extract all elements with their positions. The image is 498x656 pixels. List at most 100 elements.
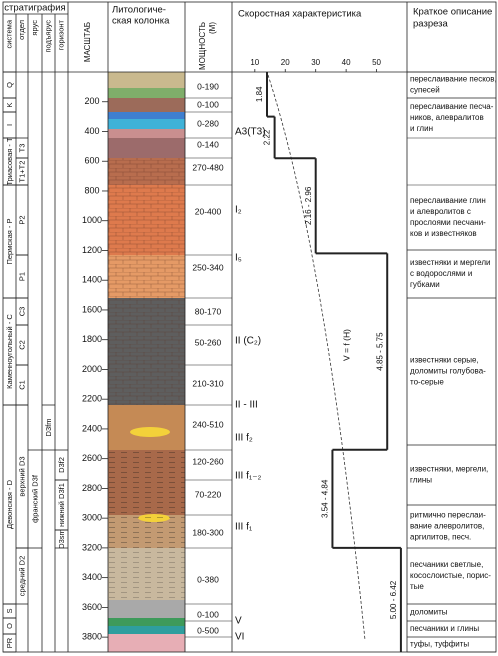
strat-stage: франский D3f — [30, 474, 39, 523]
thickness-label: 210-310 — [192, 378, 223, 388]
description-text: переслаивание песча- — [410, 102, 494, 111]
strat-series: P2 — [17, 215, 26, 224]
lithology-column — [108, 72, 185, 652]
thickness-label: 0-280 — [197, 118, 219, 128]
horizon-label: II (C₂) — [235, 336, 261, 347]
description-text: глины — [410, 476, 432, 485]
depth-tick-label: 1800 — [82, 334, 102, 344]
description-text: переслаивание глин — [410, 196, 486, 205]
thickness-label: 80-170 — [195, 306, 222, 316]
strat-system: Пермская - Р — [5, 219, 14, 265]
thickness-label: 0-100 — [197, 609, 219, 619]
header-system: система — [4, 19, 13, 48]
header-series: отдел — [17, 20, 26, 40]
header-lithology: ская колонка — [112, 16, 170, 27]
thickness-label: 0-190 — [197, 81, 219, 91]
description-text: доломиты голубова- — [410, 367, 486, 376]
header-thickness: МОЩНОСТЬ — [198, 22, 207, 70]
header-description: Краткое описание — [413, 7, 492, 18]
velocity-tick-label: 30 — [311, 58, 320, 67]
velocity-tick-label: 20 — [281, 58, 290, 67]
thickness-label: 180-300 — [192, 527, 223, 537]
velocity-range-label: 3.54 - 4.84 — [321, 479, 330, 518]
depth-tick-label: 1200 — [82, 245, 102, 255]
depth-tick-label: 2000 — [82, 364, 102, 374]
depth-tick-label: 2800 — [82, 483, 102, 493]
depth-tick-label: 800 — [84, 185, 99, 195]
strat-series: C2 — [17, 340, 26, 350]
horizon-label: II - III — [235, 400, 258, 411]
strat-series: C3 — [17, 307, 26, 317]
header-substage: подъярус — [43, 20, 52, 53]
thickness-label: 50-260 — [195, 337, 222, 347]
description-text: известняки и мергели — [410, 258, 491, 267]
description-text: прослоями песчани- — [410, 218, 486, 227]
header-lithology: Литологиче- — [112, 5, 166, 16]
thickness-label: 20-400 — [195, 206, 222, 216]
description-text: песчаники светлые, — [410, 560, 483, 569]
velocity-range-label: 2.16 - 2.96 — [304, 186, 313, 225]
strat-series: средний D2 — [17, 556, 26, 597]
horizon-label: I₂ — [235, 205, 242, 216]
thickness-label: 250-340 — [192, 262, 223, 272]
strat-series: T3 — [17, 144, 26, 153]
depth-tick-label: 200 — [84, 96, 99, 106]
depth-tick-label: 3400 — [82, 572, 102, 582]
depth-tick-label: 1000 — [82, 215, 102, 225]
horizon-label: III f₂ — [235, 433, 253, 444]
strat-system: S — [5, 608, 14, 613]
depth-tick-label: 3000 — [82, 513, 102, 523]
strat-system: Каменноугольный - С — [5, 314, 14, 389]
velocity-range-label: 1.84 — [255, 86, 264, 102]
strat-system: Q — [5, 82, 14, 88]
description-text: губками — [410, 280, 440, 289]
header-velocity: Скоростная характеристика — [238, 9, 362, 20]
horizon-label: V — [235, 616, 242, 627]
description-text: доломиты — [410, 608, 448, 617]
strat-system: Триасовая - Т — [5, 137, 14, 185]
strat-system: PR — [5, 637, 14, 648]
strat-horizon: D3sm — [57, 529, 66, 549]
horizon-label: I₅ — [235, 253, 242, 264]
velocity-curve-label: V = f (H) — [341, 329, 351, 361]
horizon-label: III f₁ — [235, 522, 253, 533]
velocity-range-label: 2.22 — [263, 129, 272, 145]
description-text: то-серые — [410, 378, 444, 387]
strat-horizon: нижний D3f1 — [57, 483, 66, 527]
depth-tick-label: 400 — [84, 126, 99, 136]
description-text: ков и известняков — [410, 229, 477, 238]
depth-tick-label: 3800 — [82, 632, 102, 642]
horizon-label: А3(Т3) — [235, 127, 266, 138]
thickness-label: 0-100 — [197, 99, 219, 109]
strat-system: O — [5, 623, 14, 629]
header-scale: МАСШТАБ — [83, 22, 92, 62]
strat-system: Девонская - D — [5, 479, 14, 529]
description-text: ников, алевралитов — [410, 113, 484, 122]
strat-series: верхний D3 — [17, 456, 26, 496]
header-horizon: горизонт — [56, 19, 65, 50]
description-text: и алевролитов с — [410, 207, 471, 216]
strat-horizon: D3f2 — [57, 457, 66, 473]
depth-tick-label: 1400 — [82, 275, 102, 285]
depth-tick-label: 600 — [84, 156, 99, 166]
horizon-label: VI — [235, 632, 244, 643]
v-curve — [267, 74, 366, 641]
description-text: ритмично переслаи- — [410, 511, 486, 520]
depth-tick-label: 3200 — [82, 542, 102, 552]
description-text: песчаники и глины — [410, 624, 479, 633]
strat-system: I — [5, 124, 14, 126]
horizon-label: III f₁₋₂ — [235, 471, 262, 482]
depth-tick-label: 1600 — [82, 304, 102, 314]
velocity-range-label: 4.85 - 5.75 — [375, 332, 384, 371]
thickness-label: 240-510 — [192, 419, 223, 429]
header-thickness: (М) — [208, 22, 217, 34]
description-text: супесей — [410, 86, 440, 95]
thickness-label: 270-480 — [192, 162, 223, 172]
header-stratigraphy: стратиграфия — [4, 3, 65, 14]
description-text: и глин — [410, 124, 433, 133]
thickness-label: 0-500 — [197, 625, 219, 635]
strat-series: C1 — [17, 380, 26, 390]
strat-series: T1+T2 — [17, 161, 26, 183]
